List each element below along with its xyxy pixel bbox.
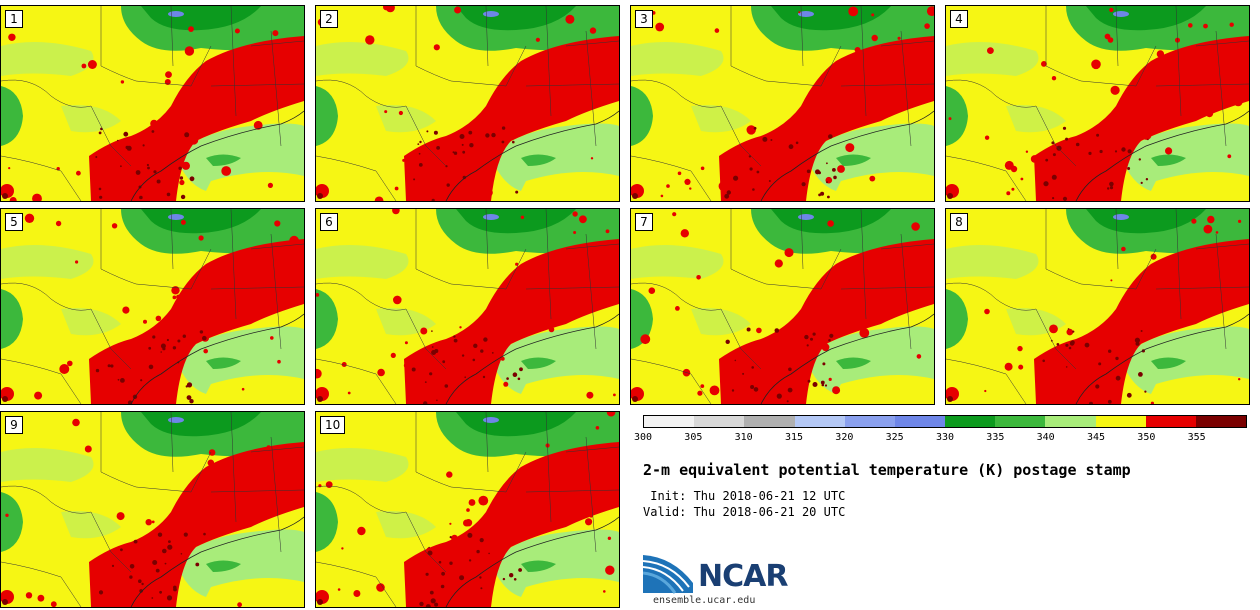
ncar-logo-icon — [643, 555, 693, 594]
member-panel-4: 4 — [945, 5, 1250, 202]
colorbar-ticks: 300 305 310 315 320 325 330 335 340 345 350 355 — [634, 432, 1247, 446]
colorbar-segment — [744, 416, 795, 427]
member-panel-8: 8 — [945, 208, 1250, 405]
colorbar-tick-label: 340 — [1036, 432, 1055, 443]
colorbar-tick-label: 320 — [835, 432, 854, 443]
colorbar-tick-label: 355 — [1187, 432, 1206, 443]
init-time: Init: Thu 2018-06-21 12 UTC — [643, 489, 846, 503]
member-number: 3 — [635, 10, 653, 28]
colorbar-tick-label: 315 — [784, 432, 804, 443]
colorbar-segment — [1145, 416, 1196, 427]
logo-text: NCAR — [698, 559, 788, 594]
map-field — [1, 209, 304, 404]
map-field — [316, 6, 619, 201]
member-number: 7 — [635, 213, 653, 231]
member-panel-5: 5 — [0, 208, 305, 405]
colorbar-tick-label: 305 — [684, 432, 703, 443]
colorbar-segment — [894, 416, 946, 427]
map-field — [316, 412, 619, 607]
map-field — [1, 6, 304, 201]
map-field — [631, 6, 934, 201]
member-panel-10: 10 — [315, 411, 620, 608]
colorbar-tick-label: 300 — [633, 432, 653, 443]
member-panel-6: 6 — [315, 208, 620, 405]
colorbar-segment — [644, 416, 695, 427]
member-panel-2: 2 — [315, 5, 620, 202]
colorbar-tick-label: 335 — [986, 432, 1005, 443]
colorbar-segment — [1195, 416, 1247, 427]
colorbar-tick-label: 310 — [734, 432, 753, 443]
member-number: 10 — [320, 416, 346, 434]
map-field — [1, 412, 304, 607]
member-panel-1: 1 — [0, 5, 305, 202]
map-field — [631, 209, 934, 404]
member-number: 8 — [950, 213, 968, 231]
colorbar-segment — [844, 416, 895, 427]
member-number: 2 — [320, 10, 338, 28]
member-panel-7: 7 — [630, 208, 935, 405]
colorbar-tick-label: 345 — [1086, 432, 1106, 443]
colorbar-segment — [1095, 416, 1146, 427]
map-field — [946, 6, 1249, 201]
colorbar-segment — [694, 416, 745, 427]
colorbar-segment — [995, 416, 1046, 427]
member-number: 6 — [320, 213, 338, 231]
map-title: 2-m equivalent potential temperature (K)… — [643, 461, 1131, 479]
site-url: ensemble.ucar.edu — [653, 595, 756, 606]
colorbar-segment — [794, 416, 845, 427]
colorbar-tick-label: 325 — [885, 432, 904, 443]
colorbar-tick-label: 330 — [935, 432, 955, 443]
map-field — [946, 209, 1249, 404]
colorbar-segment — [1045, 416, 1096, 427]
colorbar — [643, 415, 1247, 428]
member-panel-9: 9 — [0, 411, 305, 608]
colorbar-segment — [945, 416, 996, 427]
colorbar-tick-label: 350 — [1137, 432, 1156, 443]
member-number: 5 — [5, 213, 23, 231]
member-number: 1 — [5, 10, 23, 28]
member-panel-3: 3 — [630, 5, 935, 202]
member-number: 9 — [5, 416, 23, 434]
member-number: 4 — [950, 10, 968, 28]
map-field — [316, 209, 619, 404]
valid-time: Valid: Thu 2018-06-21 20 UTC — [643, 505, 846, 519]
